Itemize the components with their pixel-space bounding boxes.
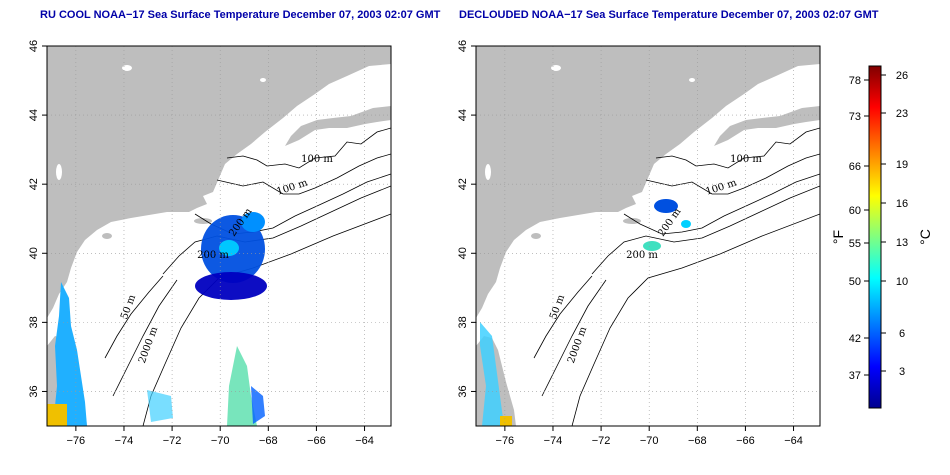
celsius-tick-label: 3 (899, 366, 905, 378)
sst-coastal-band (53, 282, 87, 426)
fahrenheit-tick-label: 60 (849, 205, 861, 217)
land-cape-cod-islands (194, 218, 212, 224)
y-tick-label: 42 (28, 178, 40, 190)
x-tick-label: −64 (784, 435, 803, 447)
lake-shape (260, 78, 266, 82)
sst-eddy-deep (195, 272, 267, 300)
lake-shape (551, 65, 561, 71)
sst-patch-shelf (643, 241, 661, 251)
y-tick-label: 40 (457, 247, 469, 259)
x-tick-label: −66 (307, 435, 326, 447)
lake-shape (56, 164, 62, 180)
celsius-tick-label: 10 (896, 276, 908, 288)
land-long-island (531, 233, 541, 239)
x-tick-label: −76 (496, 435, 515, 447)
land-long-island (102, 233, 112, 239)
fahrenheit-tick-label: 50 (849, 276, 861, 288)
land-north-america (476, 46, 820, 318)
celsius-tick-label: 6 (899, 328, 905, 340)
bathymetry-contour (226, 127, 391, 169)
map-area (47, 46, 391, 426)
sst-eddy-core (219, 240, 239, 256)
lake-shape (485, 164, 491, 180)
sst-scatter-strip (251, 386, 265, 424)
celsius-axis-label: °C (917, 229, 933, 245)
fahrenheit-tick-label: 55 (849, 238, 861, 250)
bathymetry-contour (216, 153, 391, 195)
celsius-tick-label: 19 (896, 159, 908, 171)
bathymetry-contour (533, 275, 593, 359)
y-tick-label: 42 (457, 178, 469, 190)
sst-eddy-arm (241, 212, 265, 232)
fahrenheit-tick-label: 78 (849, 75, 861, 87)
celsius-tick-label: 16 (896, 198, 908, 210)
celsius-tick-label: 23 (896, 108, 908, 120)
left-map-title: RU COOL NOAA−17 Sea Surface Temperature … (40, 9, 441, 21)
x-tick-label: −68 (688, 435, 707, 447)
lake-shape (122, 65, 132, 71)
celsius-tick-label: 26 (896, 70, 908, 82)
y-tick-label: 40 (28, 247, 40, 259)
colorbar-gradient (868, 65, 882, 409)
land-nova-scotia (285, 106, 391, 146)
x-tick-label: −70 (211, 435, 230, 447)
fahrenheit-tick-label: 37 (849, 370, 861, 382)
land-north-america (47, 46, 391, 318)
land-nova-scotia (714, 106, 820, 146)
y-tick-label: 46 (28, 40, 40, 52)
contour-label: 100 m (301, 154, 333, 165)
fahrenheit-tick-label: 42 (849, 333, 861, 345)
y-tick-label: 36 (28, 385, 40, 397)
y-tick-label: 38 (28, 316, 40, 328)
plot-frame (46, 45, 392, 427)
bathymetry-contour (104, 275, 164, 359)
y-tick-label: 46 (457, 40, 469, 52)
sst-warm-patch (47, 404, 67, 426)
y-tick-label: 36 (457, 385, 469, 397)
fahrenheit-axis-label: °F (830, 230, 846, 244)
fahrenheit-tick-label: 73 (849, 111, 861, 123)
x-tick-label: −64 (355, 435, 374, 447)
bathymetry-contour (541, 279, 607, 397)
x-tick-label: −68 (259, 435, 278, 447)
x-tick-label: −76 (67, 435, 86, 447)
bathymetry-contour (655, 127, 820, 169)
x-tick-label: −74 (544, 435, 563, 447)
sst-warm-patch (500, 416, 512, 426)
plot-frame (475, 45, 821, 427)
x-tick-label: −72 (163, 435, 182, 447)
bathymetry-contour (591, 185, 820, 275)
temperature-colorbar: 37 42 50 55 60 66 73 78 3 6 10 13 16 19 23 26 °F °C (830, 65, 933, 409)
bathymetry-contour (571, 213, 820, 426)
celsius-tick-label: 13 (896, 237, 908, 249)
lake-shape (689, 78, 695, 82)
contour-label: 200 m (626, 250, 658, 261)
contour-label: 200 m (197, 250, 229, 261)
sst-patch-cold (654, 199, 678, 213)
x-tick-label: −74 (115, 435, 134, 447)
x-tick-label: −72 (592, 435, 611, 447)
x-tick-label: −70 (640, 435, 659, 447)
y-tick-label: 44 (457, 109, 469, 121)
bathymetry-contour (112, 279, 178, 397)
contour-label: 100 m (730, 154, 762, 165)
bathymetry-contour (623, 173, 820, 235)
y-tick-label: 44 (28, 109, 40, 121)
sst-coastal-band (480, 322, 504, 426)
y-tick-label: 38 (457, 316, 469, 328)
sst-patch-cool (681, 220, 691, 228)
sst-scatter-strip (147, 390, 173, 422)
sst-scatter-strip (227, 346, 257, 426)
bathymetry-contour (645, 153, 820, 195)
land-cape-cod-islands (623, 218, 641, 224)
right-map-title: DECLOUDED NOAA−17 Sea Surface Temperatur… (459, 9, 879, 21)
fahrenheit-tick-label: 66 (849, 161, 861, 173)
x-tick-label: −66 (736, 435, 755, 447)
map-area (476, 46, 820, 426)
